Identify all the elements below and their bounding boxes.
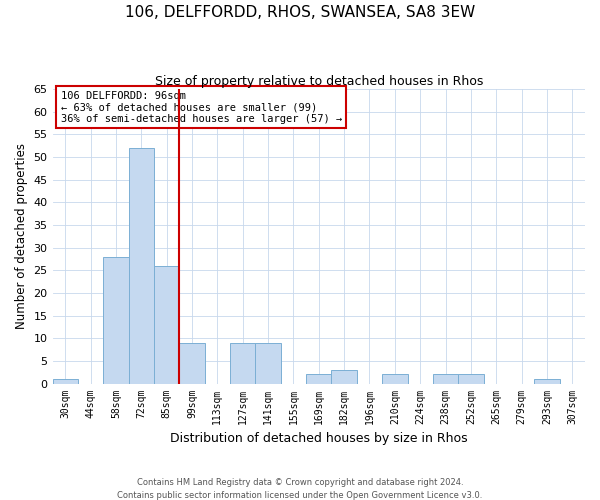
Text: 106 DELFFORDD: 96sqm
← 63% of detached houses are smaller (99)
36% of semi-detac: 106 DELFFORDD: 96sqm ← 63% of detached h… [61,90,342,124]
Bar [53,379,78,384]
X-axis label: Distribution of detached houses by size in Rhos: Distribution of detached houses by size … [170,432,467,445]
Bar [331,370,357,384]
Bar [103,256,128,384]
Text: Contains HM Land Registry data © Crown copyright and database right 2024.
Contai: Contains HM Land Registry data © Crown c… [118,478,482,500]
Bar [306,374,331,384]
Text: 106, DELFFORDD, RHOS, SWANSEA, SA8 3EW: 106, DELFFORDD, RHOS, SWANSEA, SA8 3EW [125,5,475,20]
Title: Size of property relative to detached houses in Rhos: Size of property relative to detached ho… [155,75,483,88]
Bar [128,148,154,384]
Bar [433,374,458,384]
Bar [179,343,205,384]
Bar [154,266,179,384]
Bar [534,379,560,384]
Y-axis label: Number of detached properties: Number of detached properties [15,144,28,330]
Bar [230,343,256,384]
Bar [458,374,484,384]
Bar [256,343,281,384]
Bar [382,374,407,384]
